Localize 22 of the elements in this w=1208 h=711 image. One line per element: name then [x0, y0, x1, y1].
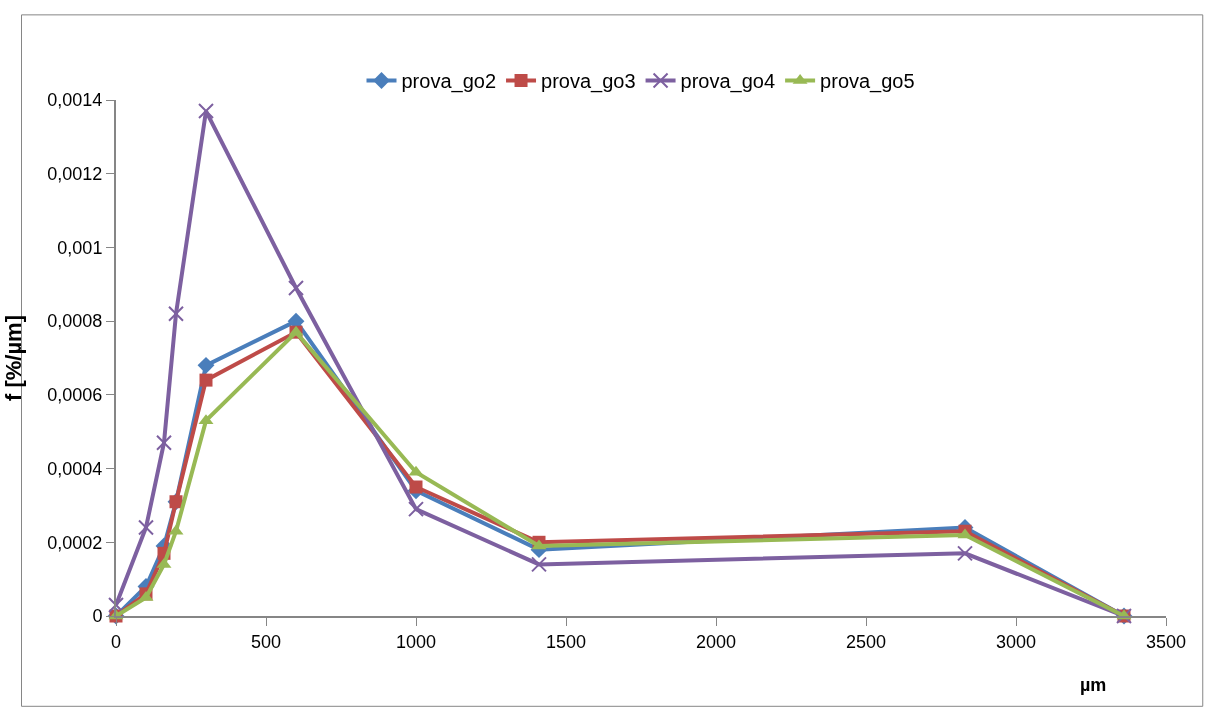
y-tick-label: 0,001	[57, 237, 103, 258]
x-tick-label: 0	[110, 631, 122, 652]
y-tick-label: 0,0004	[47, 458, 103, 479]
y-tick-label: 0,0008	[47, 311, 103, 332]
x-tick-label: 2500	[845, 631, 887, 652]
legend-label: prova_go2	[401, 70, 497, 94]
x-tick-label: 1000	[395, 631, 437, 652]
x-tick-label: 2000	[695, 631, 737, 652]
y-tick-label: 0,0006	[47, 385, 103, 406]
y-tick-label: 0,0012	[47, 164, 103, 185]
y-axis-title: f [%/µm]	[0, 314, 26, 402]
legend-label: prova_go5	[820, 70, 915, 94]
x-tick-label: 1500	[545, 631, 587, 652]
x-axis-title: µm	[1080, 675, 1107, 695]
x-tick-label: 500	[250, 631, 282, 652]
y-tick-label: 0,0002	[47, 532, 103, 553]
x-tick-label: 3500	[1145, 631, 1187, 652]
y-tick-label: 0,0014	[47, 90, 103, 111]
y-tick-label: 0	[92, 606, 103, 627]
legend-label: prova_go3	[541, 70, 636, 94]
legend-label: prova_go4	[680, 70, 776, 94]
x-tick-label: 3000	[995, 631, 1037, 652]
